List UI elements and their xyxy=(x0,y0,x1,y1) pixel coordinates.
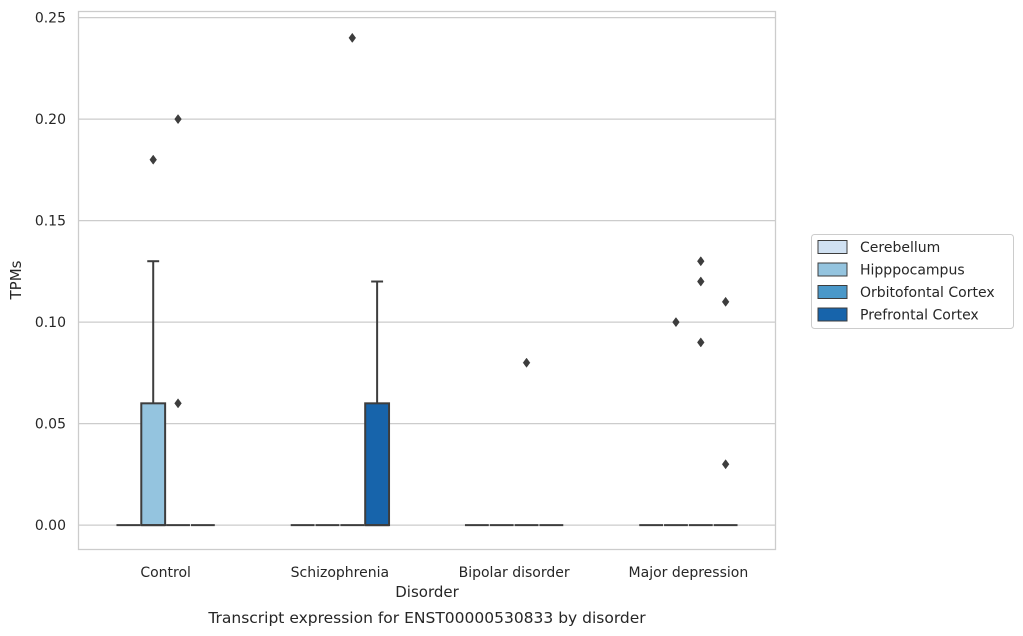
outlier-point xyxy=(348,32,357,43)
y-tick-label: 0.15 xyxy=(35,214,66,230)
plot-area-frame xyxy=(77,10,777,551)
chart-caption: Transcript expression for ENST0000053083… xyxy=(207,609,646,627)
legend-label: Orbitofontal Cortex xyxy=(860,285,995,301)
outlier-point xyxy=(721,296,730,307)
legend-swatch xyxy=(817,307,848,322)
outlier-point xyxy=(174,398,182,409)
grid-lines xyxy=(78,16,776,526)
box-body xyxy=(140,402,167,527)
outlier-point xyxy=(672,317,680,328)
outlier-point xyxy=(174,114,182,125)
legend-swatch xyxy=(817,240,848,254)
legend-swatch xyxy=(817,262,848,277)
outlier-point xyxy=(522,357,531,368)
outlier-point xyxy=(149,154,157,165)
y-tick-labels: 0.00 0.05 0.10 0.15 0.20 0.25 xyxy=(35,11,66,535)
legend-label: Cerebellum xyxy=(860,240,940,256)
box xyxy=(664,317,688,527)
y-tick-label: 0.00 xyxy=(35,518,66,534)
y-tick-label: 0.20 xyxy=(35,112,66,128)
y-tick-label: 0.05 xyxy=(35,417,66,433)
box xyxy=(140,154,167,527)
x-tick-labels: Control Schizophrenia Bipolar disorder Majo… xyxy=(140,565,748,581)
legend-label: Prefrontal Cortex xyxy=(860,308,979,324)
x-axis-title: Disorder xyxy=(395,583,459,601)
box-body xyxy=(364,402,391,527)
legend-frame xyxy=(811,234,1014,329)
box xyxy=(166,114,190,527)
x-tick-label: Schizophrenia xyxy=(291,565,389,581)
box xyxy=(340,32,365,527)
outlier-point xyxy=(697,337,705,348)
y-tick-label: 0.10 xyxy=(35,315,66,331)
box-marks xyxy=(116,32,738,527)
box xyxy=(713,296,738,527)
x-tick-label: Major depression xyxy=(629,565,749,581)
legend-label: Hipppocampus xyxy=(860,263,965,279)
x-tick-label: Control xyxy=(140,565,191,581)
box xyxy=(364,280,391,527)
box xyxy=(514,357,539,527)
outlier-point xyxy=(721,459,730,470)
legend-swatch xyxy=(817,285,848,299)
outlier-point xyxy=(697,276,705,287)
y-tick-label: 0.25 xyxy=(35,11,66,27)
legend: Cerebellum Hipppocampus Orbitofontal Corte… xyxy=(811,234,1014,329)
y-axis-title: TPMs xyxy=(7,260,25,300)
x-tick-label: Bipolar disorder xyxy=(459,565,570,581)
box xyxy=(688,256,713,527)
outlier-point xyxy=(697,256,705,267)
